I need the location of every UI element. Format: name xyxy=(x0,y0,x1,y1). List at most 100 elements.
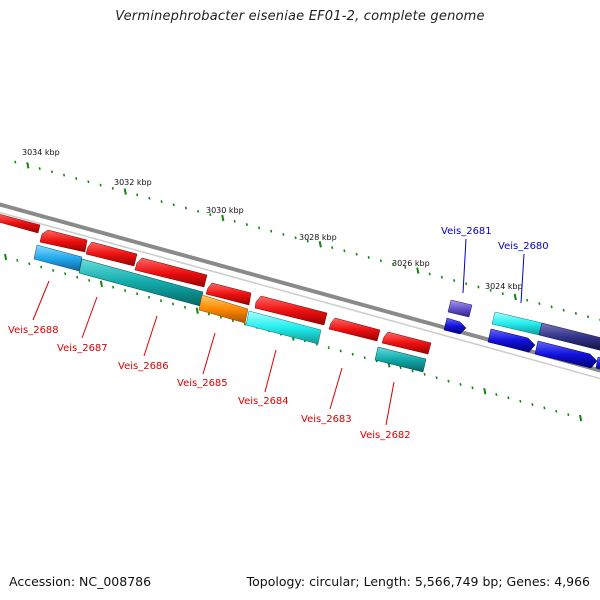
minor-tick xyxy=(367,256,370,259)
gene-label[interactable]: Veis_2688 xyxy=(8,325,59,336)
minor-tick xyxy=(351,352,354,356)
minor-tick xyxy=(184,206,187,210)
minor-tick xyxy=(245,223,248,226)
minor-tick xyxy=(160,200,163,203)
minor-tick xyxy=(219,315,222,319)
genes-reverse-strand xyxy=(0,213,600,355)
minor-tick xyxy=(197,209,200,213)
scale-label: 3026 kbp xyxy=(392,259,430,268)
minor-tick xyxy=(111,186,114,190)
gene-arrow-red[interactable] xyxy=(134,257,208,288)
minor-tick xyxy=(112,285,115,289)
major-tick xyxy=(99,280,103,287)
scale-label: 3030 kbp xyxy=(206,206,244,215)
minor-tick xyxy=(538,302,541,305)
minor-tick xyxy=(50,170,53,174)
major-tick xyxy=(221,214,225,222)
minor-tick xyxy=(428,272,431,276)
minor-tick xyxy=(477,285,480,289)
scale-label: 3024 kbp xyxy=(485,282,523,291)
minor-tick xyxy=(331,246,334,249)
minor-tick xyxy=(507,396,510,400)
gene-block-orange[interactable] xyxy=(198,294,249,324)
scale-ticks-inner xyxy=(4,253,583,422)
minor-tick xyxy=(209,213,212,217)
minor-tick xyxy=(148,196,151,200)
gene-arrow-blue[interactable] xyxy=(534,340,598,369)
minor-tick xyxy=(183,305,187,309)
gene-label[interactable]: Veis_2684 xyxy=(238,396,289,407)
gene-label[interactable]: Veis_2687 xyxy=(57,343,108,354)
minor-tick xyxy=(306,239,309,243)
major-tick xyxy=(318,241,322,248)
gene-label[interactable]: Veis_2685 xyxy=(177,378,228,389)
gene-label-leaders xyxy=(32,238,525,426)
minor-tick xyxy=(136,193,139,197)
gene-arrow-red[interactable] xyxy=(39,229,88,253)
gene-label[interactable]: Veis_2686 xyxy=(118,361,169,372)
minor-tick xyxy=(465,282,468,286)
minor-tick xyxy=(327,346,330,349)
minor-tick xyxy=(28,262,31,266)
gene-arrow-red[interactable] xyxy=(254,295,328,326)
gene-label[interactable]: Veis_2682 xyxy=(360,430,411,441)
minor-tick xyxy=(243,322,246,326)
major-tick xyxy=(195,307,199,314)
minor-tick xyxy=(294,236,297,240)
backbone-line-inner xyxy=(0,211,600,380)
minor-tick xyxy=(99,183,102,187)
minor-tick xyxy=(501,292,504,296)
major-tick xyxy=(483,388,487,395)
gene-arrow-red[interactable] xyxy=(328,317,381,342)
minor-tick xyxy=(136,292,139,296)
gene-arrow-blue[interactable] xyxy=(595,356,600,372)
gene-arrow-red[interactable] xyxy=(0,213,41,234)
gene-label[interactable]: Veis_2683 xyxy=(301,414,352,425)
minor-tick xyxy=(435,376,438,380)
gene-arrow-violet[interactable] xyxy=(447,299,473,318)
gene-labels-top: Veis_2681 Veis_2680 xyxy=(441,226,549,252)
minor-tick xyxy=(148,295,151,299)
minor-tick xyxy=(233,219,236,223)
gene-arrow-red[interactable] xyxy=(381,331,432,355)
minor-tick xyxy=(355,252,358,256)
minor-tick xyxy=(543,406,546,410)
minor-tick xyxy=(453,279,456,282)
gene-label[interactable]: Veis_2681 xyxy=(441,226,492,237)
gene-label[interactable]: Veis_2680 xyxy=(498,241,549,252)
gene-block-navy[interactable] xyxy=(538,322,600,351)
scale-label: 3034 kbp xyxy=(22,148,60,157)
major-tick xyxy=(513,293,517,301)
genes-forward-strand xyxy=(33,244,600,373)
major-tick xyxy=(579,414,583,422)
minor-tick xyxy=(526,298,529,302)
minor-tick xyxy=(207,312,210,316)
minor-tick xyxy=(16,258,19,262)
gene-labels-bottom: Veis_2688 Veis_2687 Veis_2686 Veis_2685 … xyxy=(8,325,411,441)
leader-line xyxy=(329,367,343,410)
gene-block-sky[interactable] xyxy=(33,244,83,272)
leader-line xyxy=(81,296,98,339)
gene-arrow-blue[interactable] xyxy=(443,317,467,335)
gene-block-cyan[interactable] xyxy=(245,310,322,345)
minor-tick xyxy=(574,312,577,315)
scale-label: 3032 kbp xyxy=(114,178,152,187)
minor-tick xyxy=(343,249,346,253)
minor-tick xyxy=(14,160,17,164)
scale-label: 3028 kbp xyxy=(299,233,337,242)
leader-line xyxy=(462,238,467,294)
gene-arrow-blue[interactable] xyxy=(487,328,536,353)
gene-arrow-red[interactable] xyxy=(205,282,252,306)
minor-tick xyxy=(392,262,395,266)
gene-arrow-red[interactable] xyxy=(85,241,138,267)
gene-block-teal[interactable] xyxy=(374,346,427,373)
minor-tick xyxy=(562,308,565,312)
major-tick xyxy=(4,253,8,261)
minor-tick xyxy=(270,229,273,233)
minor-tick xyxy=(379,259,382,263)
minor-tick xyxy=(124,289,127,292)
leader-line xyxy=(202,332,216,375)
major-tick xyxy=(416,267,420,274)
leader-line xyxy=(143,315,158,357)
minor-tick xyxy=(64,272,67,276)
